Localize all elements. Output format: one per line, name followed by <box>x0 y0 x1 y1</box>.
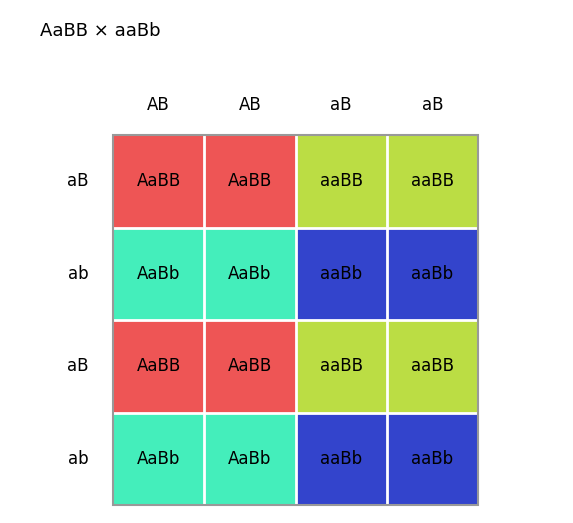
Bar <box>204 413 296 505</box>
Text: AaBb: AaBb <box>137 265 180 283</box>
Text: AaBB: AaBB <box>136 357 180 375</box>
Text: ab: ab <box>68 450 88 468</box>
Bar <box>113 135 478 505</box>
Text: ab: ab <box>68 265 88 283</box>
Bar <box>296 135 387 228</box>
Bar <box>296 413 387 505</box>
Bar <box>204 228 296 320</box>
Text: AB: AB <box>238 96 261 114</box>
Bar <box>113 320 204 413</box>
Bar <box>113 413 204 505</box>
Text: AaBb: AaBb <box>228 450 272 468</box>
Text: AaBB: AaBB <box>227 172 272 190</box>
Text: aaBb: aaBb <box>411 450 453 468</box>
Text: aB: aB <box>67 357 89 375</box>
Text: aB: aB <box>67 172 89 190</box>
Text: aaBb: aaBb <box>411 265 453 283</box>
Bar <box>296 320 387 413</box>
Bar <box>387 135 478 228</box>
Bar <box>387 228 478 320</box>
Bar <box>387 413 478 505</box>
Text: AaBb: AaBb <box>228 265 272 283</box>
Text: aB: aB <box>422 96 443 114</box>
Text: aaBB: aaBB <box>411 357 454 375</box>
Text: AaBB × aaBb: AaBB × aaBb <box>40 22 160 40</box>
Text: aaBB: aaBB <box>320 172 363 190</box>
Text: aaBB: aaBB <box>320 357 363 375</box>
Text: aaBb: aaBb <box>320 265 362 283</box>
Text: AB: AB <box>147 96 170 114</box>
Text: aaBb: aaBb <box>320 450 362 468</box>
Text: aB: aB <box>331 96 352 114</box>
Bar <box>204 135 296 228</box>
Bar <box>387 320 478 413</box>
Bar <box>204 320 296 413</box>
Bar <box>113 228 204 320</box>
Text: AaBB: AaBB <box>136 172 180 190</box>
Text: AaBB: AaBB <box>227 357 272 375</box>
Text: aaBB: aaBB <box>411 172 454 190</box>
Bar <box>113 135 204 228</box>
Bar <box>296 228 387 320</box>
Text: AaBb: AaBb <box>137 450 180 468</box>
